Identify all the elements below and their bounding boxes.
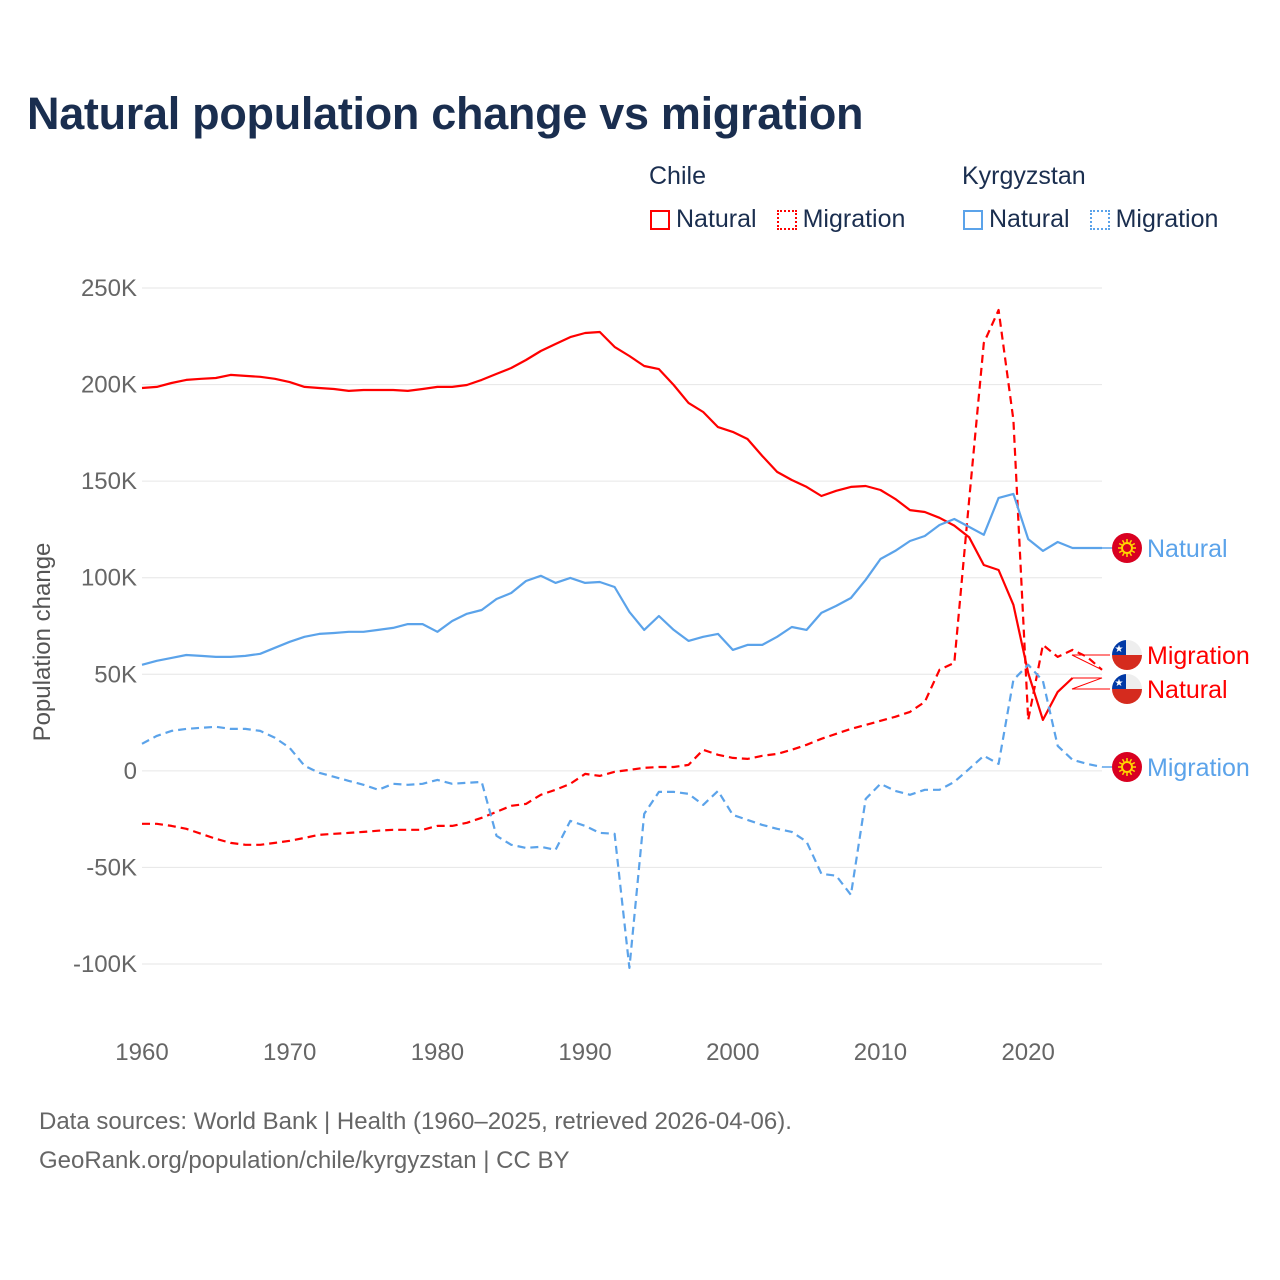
solid-swatch-icon bbox=[963, 209, 983, 230]
dotted-swatch-icon bbox=[1089, 209, 1110, 230]
legend-chile-natural[interactable]: Natural bbox=[650, 205, 757, 234]
y-tick-label: -100K bbox=[73, 951, 137, 978]
solid-swatch-icon bbox=[650, 209, 670, 230]
end-label-text: Migration bbox=[1147, 754, 1250, 782]
x-tick-label: 1960 bbox=[115, 1039, 168, 1066]
legend-label: Natural bbox=[989, 205, 1070, 233]
kyrgyzstan-flag-icon bbox=[1112, 752, 1142, 782]
legend-label: Migration bbox=[1115, 205, 1219, 233]
series-line-kyrgyzstan-migration bbox=[141, 663, 1103, 970]
y-tick-label: 100K bbox=[81, 565, 137, 592]
chile-flag-icon: ★ bbox=[1112, 674, 1142, 704]
footer-sources: Data sources: World Bank | Health (1960–… bbox=[39, 1108, 792, 1135]
label-connector bbox=[1071, 677, 1110, 690]
y-tick-label: 50K bbox=[94, 661, 137, 688]
x-tick-label: 2020 bbox=[1001, 1039, 1054, 1066]
legend-label: Migration bbox=[802, 205, 906, 233]
y-tick-label: 0 bbox=[124, 758, 137, 785]
series-line-chile-migration bbox=[142, 308, 1103, 846]
dotted-swatch-icon bbox=[776, 209, 797, 230]
x-tick-label: 2000 bbox=[706, 1039, 759, 1066]
end-label-text: Natural bbox=[1147, 676, 1228, 704]
svg-text:★: ★ bbox=[1115, 678, 1124, 689]
chart-title: Natural population change vs migration bbox=[27, 88, 864, 139]
legend-kyrgyzstan: Natural Migration bbox=[963, 205, 1238, 234]
x-tick-label: 1990 bbox=[558, 1039, 611, 1066]
legend-chile-migration[interactable]: Migration bbox=[776, 205, 906, 234]
footer-link[interactable]: GeoRank.org/population/chile/kyrgyzstan … bbox=[39, 1147, 570, 1174]
y-tick-label: 200K bbox=[81, 372, 137, 399]
y-axis-label: Population change bbox=[29, 543, 56, 742]
y-tick-label: 150K bbox=[81, 468, 137, 495]
end-label-kyrgyzstan-migration: Migration bbox=[1101, 752, 1250, 782]
legend-group-kyrgyzstan: Kyrgyzstan bbox=[962, 162, 1086, 190]
y-tick-label: -50K bbox=[86, 854, 137, 881]
end-label-kyrgyzstan-natural: Natural bbox=[1101, 533, 1228, 563]
legend-kyrgyzstan-natural[interactable]: Natural bbox=[963, 205, 1070, 234]
chile-flag-icon: ★ bbox=[1112, 640, 1142, 670]
svg-text:★: ★ bbox=[1115, 644, 1124, 655]
y-tick-label: 250K bbox=[81, 275, 137, 302]
series-line-chile-natural bbox=[141, 330, 1074, 722]
legend-chile: Natural Migration bbox=[650, 205, 925, 234]
x-tick-label: 1980 bbox=[411, 1039, 464, 1066]
legend-kyrgyzstan-migration[interactable]: Migration bbox=[1089, 205, 1219, 234]
legend-group-chile: Chile bbox=[649, 162, 706, 190]
label-connector bbox=[1071, 654, 1110, 671]
x-tick-label: 1970 bbox=[263, 1039, 316, 1066]
end-label-chile-natural: ★ Natural bbox=[1071, 674, 1228, 704]
end-label-chile-migration: ★ Migration bbox=[1071, 640, 1250, 671]
legend-label: Natural bbox=[676, 205, 757, 233]
end-label-text: Natural bbox=[1147, 535, 1228, 563]
kyrgyzstan-flag-icon bbox=[1112, 533, 1142, 563]
end-label-text: Migration bbox=[1147, 642, 1250, 670]
x-tick-label: 2010 bbox=[854, 1039, 907, 1066]
series-line-kyrgyzstan-natural bbox=[141, 492, 1102, 666]
